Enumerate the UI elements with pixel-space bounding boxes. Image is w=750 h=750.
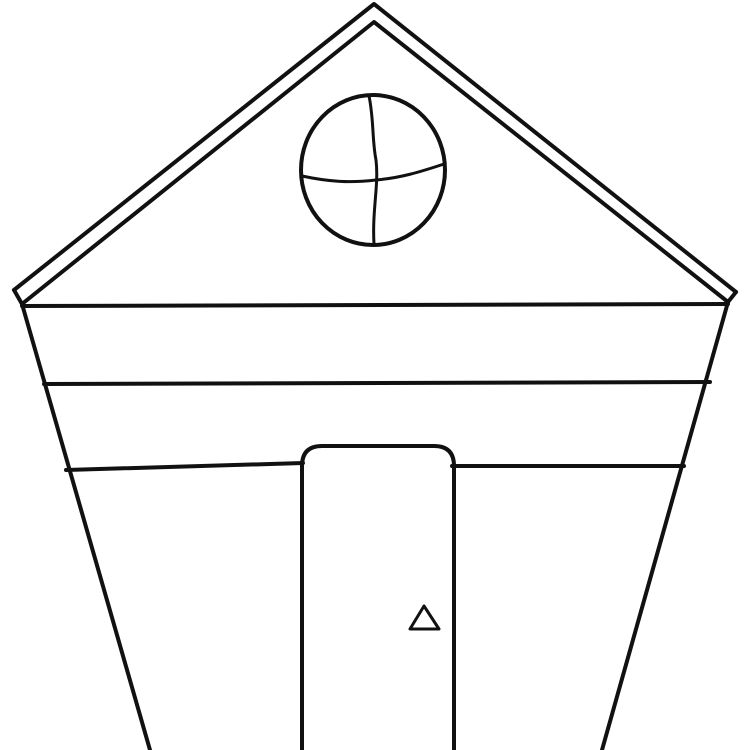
round-window xyxy=(299,93,447,247)
roof-outer-edge xyxy=(12,2,738,294)
wall-right xyxy=(600,300,730,750)
door-frame xyxy=(300,444,456,750)
roof-left-cap xyxy=(12,288,24,306)
wall-left xyxy=(20,302,152,750)
walls xyxy=(20,300,730,750)
door-knob-triangle xyxy=(408,604,441,631)
facade-bands xyxy=(20,302,730,472)
roof-right-cap xyxy=(726,290,738,304)
round-window-horizontal-mullion xyxy=(300,162,446,184)
door xyxy=(300,444,456,750)
band-eave-line xyxy=(20,302,730,308)
roof xyxy=(12,2,738,306)
roof-inner-edge xyxy=(20,20,730,306)
band-middle-line xyxy=(42,380,712,386)
round-window-vertical-mullion xyxy=(367,94,379,246)
band-lower-line-left xyxy=(64,461,305,472)
